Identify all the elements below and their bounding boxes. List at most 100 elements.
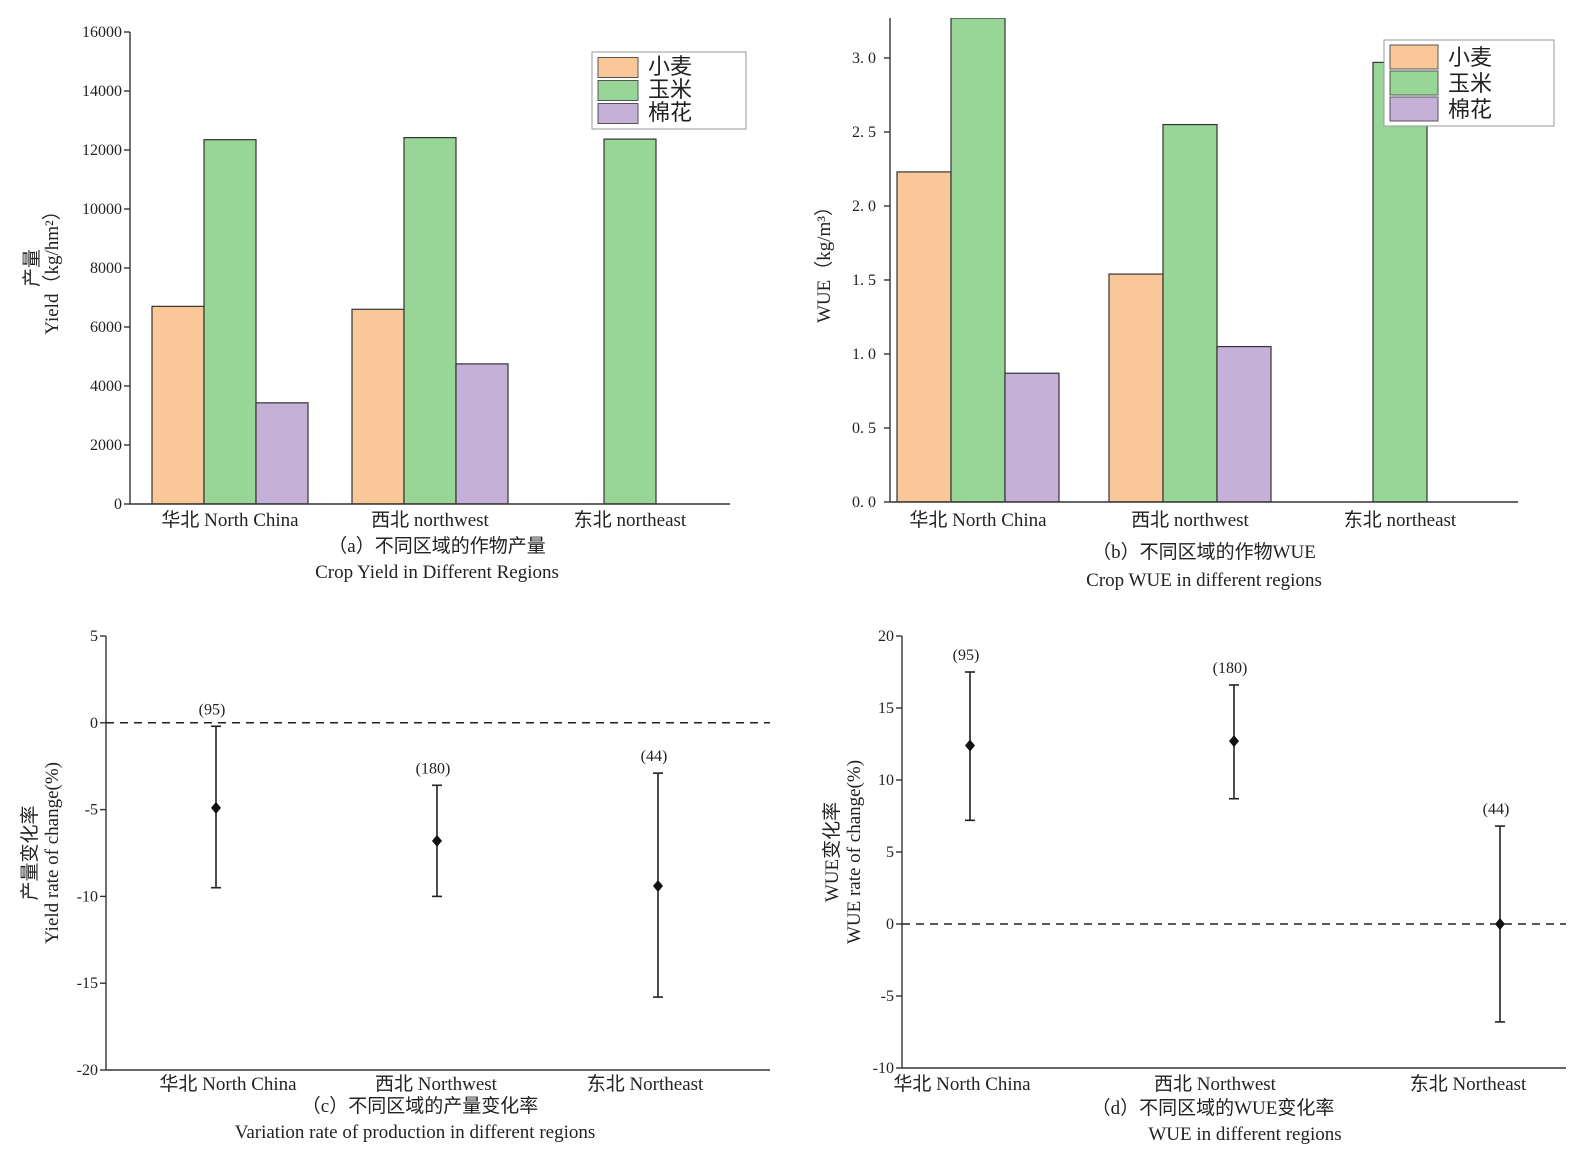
- legend-swatch: [1389, 96, 1439, 122]
- y-tick-label: 0. 5: [852, 420, 876, 437]
- x-category-label: 华北 North China: [159, 1073, 297, 1095]
- bar: [1108, 273, 1164, 502]
- caption-cn: （c）不同区域的产量变化率: [302, 1095, 538, 1117]
- legend-label: 玉米: [648, 77, 692, 102]
- x-category-label: 华北 North China: [909, 509, 1047, 531]
- y-tick-label: 3. 0: [852, 50, 876, 67]
- bar: [203, 139, 257, 504]
- x-category-label: 东北 Northeast: [587, 1073, 704, 1095]
- legend-swatch: [597, 57, 639, 78]
- x-category-label: 西北 northwest: [1131, 509, 1249, 531]
- y-axis-label-cn: 产量: [21, 249, 43, 287]
- bar: [351, 308, 405, 504]
- bar: [255, 402, 309, 504]
- x-category-label: 华北 North China: [161, 509, 299, 531]
- y-tick-label: 15: [878, 700, 894, 717]
- legend-swatch: [1389, 44, 1439, 70]
- bar: [1372, 61, 1428, 502]
- error-point: (44): [641, 748, 668, 998]
- chart-a: 0 2000 4000 6000 8000 10000 12000 14000 16000 华北 …: [21, 24, 747, 583]
- y-tick-label: 2000: [90, 437, 122, 454]
- y-tick-label: 2. 5: [852, 124, 876, 141]
- bar: [603, 138, 657, 504]
- bar: [950, 18, 1006, 502]
- error-point: (44): [1483, 801, 1510, 1023]
- y-tick-label: 1. 0: [852, 346, 876, 363]
- y-tick-label: 0. 0: [852, 494, 876, 511]
- y-tick-label: 8000: [90, 260, 122, 277]
- mean-marker: [1229, 735, 1239, 748]
- error-point: (95): [199, 701, 226, 889]
- y-axis-label-cn: 产量变化率: [19, 805, 41, 900]
- caption-en: Crop Yield in Different Regions: [315, 562, 559, 583]
- bar: [1004, 372, 1060, 502]
- y-tick-label: 1. 5: [852, 272, 876, 289]
- bar: [1162, 123, 1218, 502]
- mean-marker: [432, 834, 442, 847]
- legend-label: 玉米: [1448, 71, 1492, 96]
- bar-group: [151, 137, 657, 504]
- y-axis-label-en: Yield rate of change(%): [42, 762, 63, 944]
- sample-size-label: (180): [416, 760, 451, 777]
- mean-marker: [653, 879, 663, 892]
- caption-cn: （b）不同区域的作物WUE: [1092, 541, 1316, 563]
- y-tick-label: 12000: [82, 142, 122, 159]
- chart-b: 0. 0 0. 5 1. 0 1. 5 2. 0 2. 5 3. 0 华北 North Chi…: [813, 18, 1555, 591]
- y-tick-label: -5: [881, 988, 894, 1005]
- y-axis-label-en: WUE（kg/m³）: [813, 197, 835, 323]
- bar: [151, 305, 205, 504]
- x-category-label: 西北 Northwest: [1154, 1073, 1277, 1095]
- mean-marker: [211, 801, 221, 814]
- bar: [896, 171, 952, 502]
- caption-en: Crop WUE in different regions: [1086, 570, 1322, 591]
- bar: [403, 137, 457, 504]
- chart-d: 20 15 10 5 0 -5 -10 (95) (180) (44) 华北 North China…: [821, 628, 1566, 1145]
- caption-en: WUE in different regions: [1148, 1124, 1341, 1145]
- chart-c: 5 0 -5 -10 -15 -20 (95) (180) (44) 华北 North China…: [19, 628, 770, 1143]
- legend-swatch: [597, 103, 639, 124]
- y-tick-label: 5: [886, 844, 894, 861]
- mean-marker: [1495, 918, 1505, 930]
- bar: [1216, 345, 1272, 502]
- y-tick-label: 10000: [82, 201, 122, 218]
- bar: [455, 363, 509, 504]
- y-tick-label: -20: [77, 1062, 98, 1079]
- caption-en: Variation rate of production in differen…: [235, 1122, 596, 1143]
- caption-cn: （a）不同区域的作物产量: [328, 535, 545, 557]
- caption-cn: （d）不同区域的WUE变化率: [1092, 1097, 1335, 1119]
- legend-label: 棉花: [648, 100, 692, 125]
- error-point: (180): [1213, 660, 1248, 800]
- error-point: (95): [953, 647, 980, 822]
- y-tick-label: 14000: [82, 83, 122, 100]
- x-category-label: 东北 northeast: [1344, 509, 1457, 531]
- x-category-label: 东北 Northeast: [1410, 1073, 1527, 1095]
- legend-swatch: [597, 80, 639, 101]
- y-tick-label: 0: [886, 916, 894, 933]
- y-tick-label: 2. 0: [852, 198, 876, 215]
- y-tick-label: 10: [878, 772, 894, 789]
- y-tick-label: 20: [878, 628, 894, 645]
- x-category-label: 西北 northwest: [371, 509, 489, 531]
- y-tick-label: 0: [90, 715, 98, 732]
- sample-size-label: (44): [641, 748, 668, 765]
- sample-size-label: (44): [1483, 801, 1510, 818]
- y-tick-label: -10: [77, 888, 98, 905]
- sample-size-label: (95): [953, 647, 980, 664]
- legend-label: 小麦: [648, 54, 692, 79]
- x-category-label: 东北 northeast: [574, 509, 687, 531]
- legend-swatch: [1389, 70, 1439, 96]
- y-tick-label: 5: [90, 628, 98, 645]
- y-tick-label: 4000: [90, 378, 122, 395]
- y-axis-label-en: WUE rate of change(%): [844, 760, 865, 944]
- error-point: (180): [416, 760, 451, 898]
- x-category-label: 西北 Northwest: [375, 1073, 498, 1095]
- sample-size-label: (95): [199, 701, 226, 718]
- y-tick-label: 0: [114, 496, 122, 513]
- legend-label: 小麦: [1448, 45, 1492, 70]
- legend-label: 棉花: [1448, 97, 1492, 122]
- y-tick-label: 6000: [90, 319, 122, 336]
- sample-size-label: (180): [1213, 660, 1248, 677]
- bar-group: [896, 18, 1428, 502]
